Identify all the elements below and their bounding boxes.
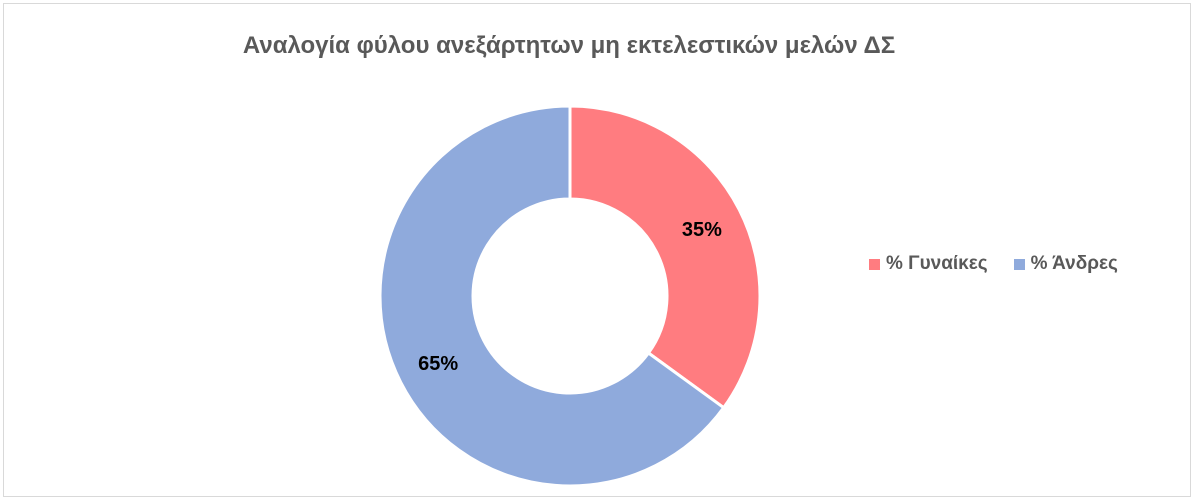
- legend-item-women: % Γυναίκες: [869, 253, 988, 275]
- chart-legend: % Γυναίκες % Άνδρες: [869, 253, 1118, 275]
- donut-slice-1: [378, 104, 726, 488]
- chart-frame: Αναλογία φύλου ανεξάρτητων μη εκτελεστικ…: [3, 3, 1191, 497]
- donut-slice-0: [568, 104, 762, 410]
- legend-swatch-men: [1013, 258, 1025, 270]
- chart-title: Αναλογία φύλου ανεξάρτητων μη εκτελεστικ…: [242, 32, 896, 59]
- donut-chart: 35% 65%: [378, 104, 762, 488]
- legend-label-men: % Άνδρες: [1030, 253, 1118, 274]
- data-label-0: 35%: [682, 219, 722, 241]
- legend-swatch-women: [869, 258, 880, 270]
- legend-item-men: % Άνδρες: [1013, 253, 1118, 275]
- legend-label-women: % Γυναίκες: [886, 253, 988, 274]
- data-label-1: 65%: [418, 353, 458, 375]
